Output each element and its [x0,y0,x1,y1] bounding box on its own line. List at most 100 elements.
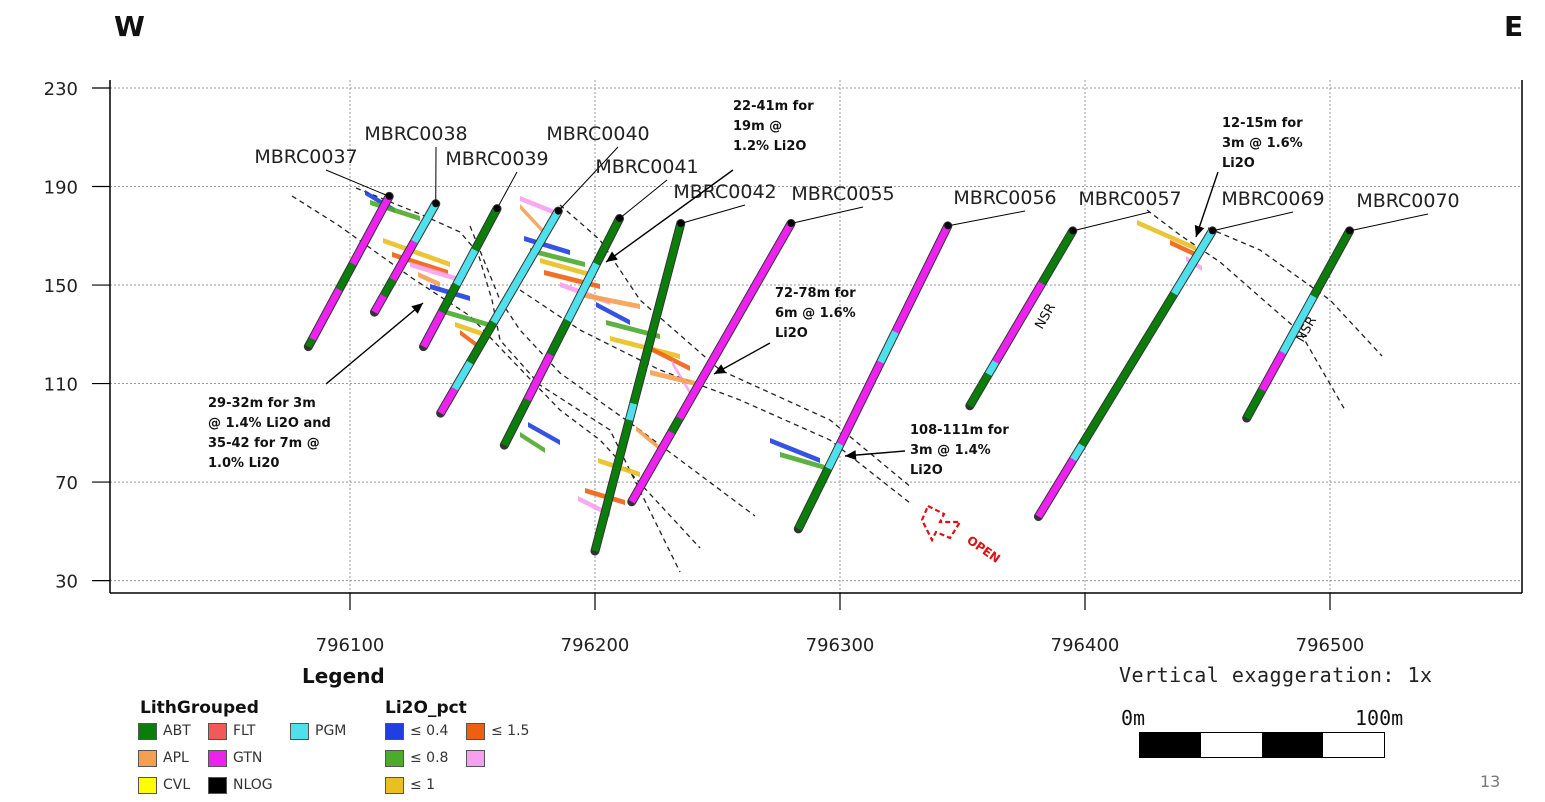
lithology-segment [1171,229,1216,296]
hole-label: MBRC0037 [254,146,357,168]
x-tick-label: 796200 [561,635,630,656]
y-tick-label: 30 [55,572,78,593]
hole-label: MBRC0069 [1221,188,1324,210]
hole-label: MBRC0038 [364,123,467,145]
lithology-segment [1070,443,1085,462]
legend-swatch [138,749,157,767]
scale-bar [1139,732,1385,758]
legend-label: GTN [233,750,263,766]
lithology-segment [966,372,992,408]
legend-item-lith: GTN [208,748,262,768]
lithology-segment [564,262,600,323]
lithology-segment [1243,388,1266,420]
legend-swatch [208,749,227,767]
assay-bar [410,262,456,281]
lithology-segment [1259,350,1286,392]
assay-bar [530,248,585,267]
lithology-segment [1310,229,1353,299]
legend-label: APL [163,750,189,766]
lithology-segment [1279,294,1317,355]
assay-bar [520,196,560,217]
lithology-segment [676,221,795,421]
lithology-segment [490,209,562,324]
slide-number: 13 [1480,772,1501,791]
hole-labels: MBRC0037 MBRC0038 MBRC0039 MBRC0040 MBRC0041… [254,123,1460,232]
legend-swatch [208,722,227,740]
lithology-segment [547,318,571,357]
east-direction-label: E [1504,10,1524,43]
assay-bar [460,330,480,350]
lithology-segment [389,239,418,282]
drill-hole [1242,226,1355,423]
lith-legend-title: LithGrouped [140,698,259,718]
drill-hole [436,206,563,418]
legend-swatch [466,749,485,767]
lithology-segment [438,282,460,314]
legend-label: ≤ 0.4 [410,723,449,739]
open-label: OPEN [964,533,1003,566]
intercept-annotation: 29-32m for 3m @ 1.4% Li2O and 35-42 for 7m… [208,396,331,471]
assay-bar [596,302,630,325]
assay-bar [780,452,825,470]
hole-label: MBRC0040 [546,123,649,145]
legend-swatch [385,776,404,794]
drill-hole [419,204,502,352]
lithology-segment [371,294,387,314]
legend-label: ≤ 0.8 [410,750,449,766]
legend-item-lith: PGM [290,721,346,741]
lithology-segment [795,466,832,531]
drill-hole [499,214,624,450]
hole-label: MBRC0055 [791,183,894,205]
y-tick-label: 110 [44,375,78,396]
assay-bar [524,236,570,255]
legend-item-li2o [466,748,491,768]
hole-label: MBRC0057 [1078,188,1181,210]
assay-bar [1170,240,1200,259]
legend-item-li2o: ≤ 0.4 [385,721,448,741]
lithology-segment [335,262,356,292]
legend-item-lith: NLOG [208,775,273,795]
assay-bar [636,426,660,451]
legend-label: CVL [163,777,191,793]
lithology-segment [471,207,501,252]
lithology-segment [992,281,1045,364]
nsr-label: NSR [1032,301,1058,332]
open-arrow-icon [920,504,962,543]
y-tick-label: 230 [44,79,78,100]
legend-item-lith: FLT [208,721,255,741]
lithology-segment [625,402,637,421]
lithology-segment [524,352,554,402]
drill-hole [370,199,441,317]
legend-label: ≤ 1 [410,777,436,793]
lithology-segment [837,360,884,446]
lithology-segment [877,330,899,364]
assay-bar [520,432,545,453]
lithology-segment [437,387,458,415]
lithology-segment [593,216,623,266]
lithology-segment [1122,291,1178,376]
lithology-segment [630,222,685,405]
scale-start-label: 0m [1121,706,1146,730]
x-tick-label: 796100 [316,635,385,656]
assay-bar [650,346,690,371]
scale-end-label: 100m [1355,706,1404,730]
assay-bar [540,258,590,277]
lithology-segment [411,202,439,244]
hole-label: MBRC0070 [1356,190,1459,212]
lithology-segment [467,320,497,365]
assay-bar [650,370,700,387]
lithology-segment [1038,229,1076,286]
legend-item-li2o: ≤ 1 [385,775,435,795]
lithology-segment [420,310,445,349]
assay-bar [1137,220,1196,251]
drill-hole [303,191,394,352]
assay-bar [528,422,560,445]
assay-bar [383,238,450,267]
intercept-annotation: 12-15m for 3m @ 1.6% Li2O [1222,116,1303,171]
legend-label: FLT [233,723,256,739]
legend-item-lith: APL [138,748,189,768]
lithology-segment [309,287,343,341]
intercept-annotation: 72-78m for 6m @ 1.6% Li2O [775,286,856,341]
assay-bar [770,438,820,463]
intercept-annotation: 22-41m for 19m @1.2% Li2O [733,99,814,154]
